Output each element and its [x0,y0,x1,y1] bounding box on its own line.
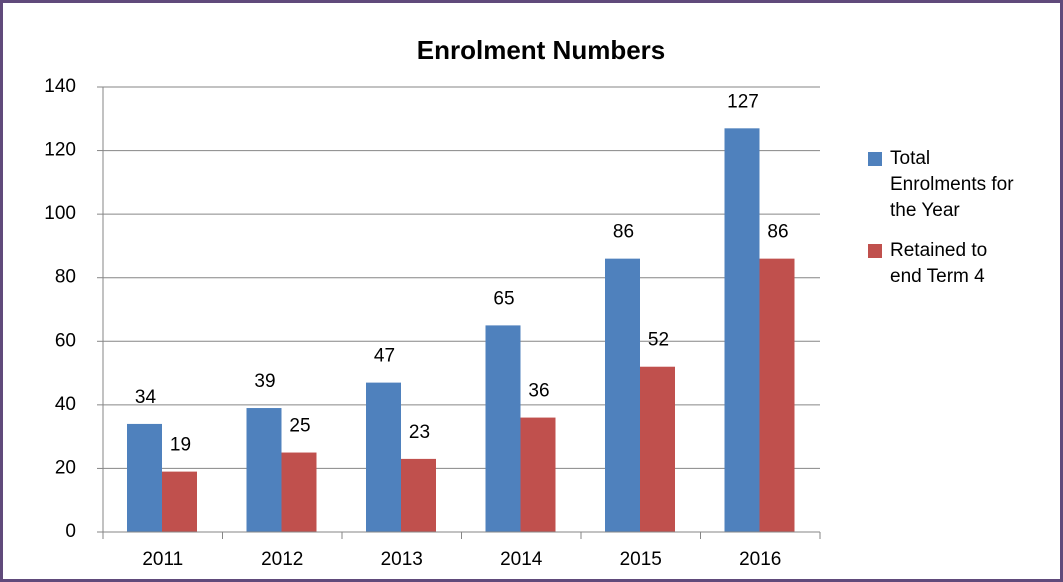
bar [640,366,675,532]
y-tick-label: 20 [55,457,76,478]
y-tick-label: 80 [55,267,76,288]
data-label: 47 [374,346,395,367]
data-label: 25 [289,416,310,437]
legend-label: Retained to end Term 4 [890,240,988,287]
x-tick-label: 2012 [261,549,303,570]
bar [520,417,556,532]
data-label: 127 [727,91,759,112]
bar [127,423,162,532]
data-label: 23 [409,422,430,443]
legend-swatch [868,152,882,166]
x-tick-label: 2013 [381,549,423,570]
bar [485,325,521,532]
data-label: 36 [528,381,549,402]
x-tick-label: 2016 [739,549,781,570]
data-label: 34 [135,387,157,408]
bar [162,471,197,532]
y-tick-label: 100 [44,203,76,224]
data-label: 19 [170,435,191,456]
legend-swatch [868,244,882,258]
y-tick-label: 120 [44,140,76,161]
data-label: 39 [254,371,275,392]
bar [246,408,282,532]
bar [759,258,795,532]
data-label: 86 [613,222,634,243]
x-tick-label: 2011 [142,549,183,570]
data-label: 52 [648,330,669,351]
bar [366,382,401,532]
y-tick-label: 60 [55,330,76,351]
bar [724,128,760,533]
legend-label: Total Enrolments for the Year [890,148,1014,221]
x-tick-label: 2014 [500,549,543,570]
data-label: 86 [767,222,788,243]
chart-title: Enrolment Numbers [417,35,666,65]
bar [401,458,436,532]
y-tick-label: 140 [44,76,76,97]
bar [605,258,640,532]
data-label: 65 [493,288,514,309]
bar [281,452,317,532]
x-tick-label: 2015 [620,549,662,570]
y-tick-label: 40 [55,394,76,415]
y-tick-label: 0 [65,521,76,542]
